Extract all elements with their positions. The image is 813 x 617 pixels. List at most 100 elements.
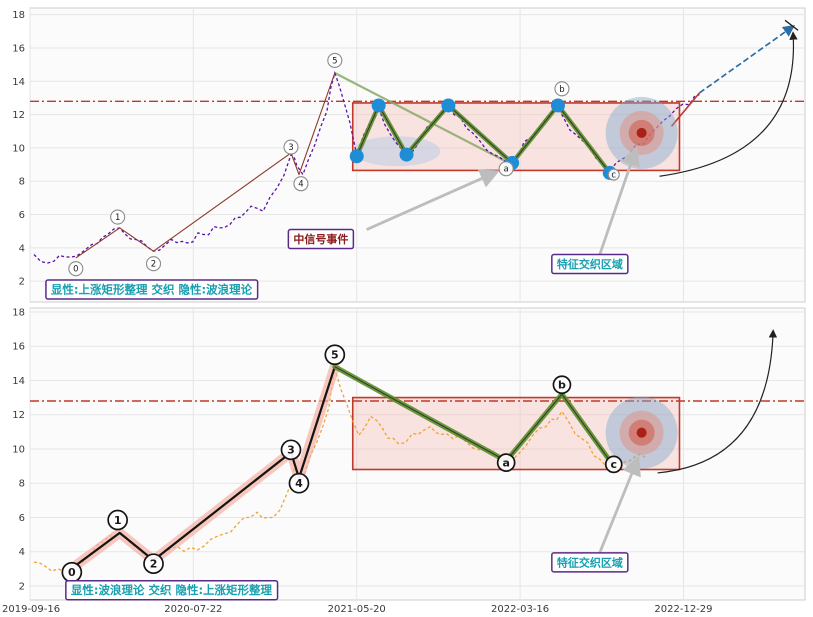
annotation-arrow: [598, 455, 641, 554]
wave-label-circle: [293, 176, 309, 192]
caption-label-text: 显性:波浪理论 交织 隐性:上涨矩形整理: [71, 583, 273, 597]
wave-label-circle: [143, 553, 164, 575]
y-tick-label: 4: [19, 547, 25, 558]
wave-label-circle: [604, 455, 623, 474]
wave-label-circle: [496, 453, 516, 472]
annotation-label-frame: [551, 552, 629, 573]
annotation-arrow: [598, 145, 640, 255]
vertex-dot: [550, 98, 565, 113]
annotation-arrow: [366, 169, 500, 231]
x-tick-label: 2019-09-16: [2, 604, 60, 615]
target-ring: [636, 427, 647, 438]
wave-label-text: a: [504, 165, 509, 175]
wave-label-text: 2: [151, 260, 156, 270]
breakout-tail-line: [670, 92, 701, 127]
wave-label-circle: [280, 439, 302, 461]
wave-label-text: c: [611, 171, 616, 181]
y-tick-label: 12: [12, 410, 25, 421]
y-tick-label: 2: [19, 277, 25, 288]
grid: [29, 8, 805, 302]
wave-label-text: 3: [287, 444, 295, 457]
x-axis-labels: 2019-09-16 2020-07-22 2021-05-20 2022-03-16…: [2, 604, 713, 615]
x-tick-label: 2022-12-29: [654, 604, 712, 615]
panel-explicit-rectangle-hidden-wave: 24681012141618012345abc中信号事件特征交织区域显性:上涨矩…: [12, 7, 806, 303]
x-tick-label: 2020-07-22: [164, 604, 222, 615]
caption-label-frame: [45, 279, 259, 300]
wave-label-text: 0: [73, 265, 78, 275]
wave-label-text: 1: [115, 213, 120, 223]
wave-label-text: 5: [331, 349, 339, 362]
y-tick-label: 18: [12, 10, 25, 21]
annotation-label: 特征交织区域: [551, 552, 629, 573]
wave-label-circle: [145, 256, 162, 272]
wave-label-circle: [498, 161, 514, 177]
panel-background: [29, 7, 806, 303]
y-tick-label: 6: [19, 210, 25, 221]
y-tick-label: 2: [19, 581, 25, 592]
wave-label-circle: [68, 261, 84, 277]
descending-trend-line: [334, 72, 513, 166]
wave-label-circle: [324, 344, 346, 366]
feature-intersection-target: [605, 396, 678, 469]
wave-label-text: 4: [295, 477, 303, 490]
wave-label-text: 1: [114, 514, 122, 527]
forecast-arrow: [698, 24, 795, 94]
y-tick-label: 10: [12, 143, 25, 154]
wave-label-circle: [552, 375, 572, 395]
forecast-tip-mark: [784, 19, 799, 31]
caption-label-text: 显性:上涨矩形整理 交织 隐性:波浪理论: [51, 283, 253, 297]
x-tick-label: 2021-05-20: [328, 604, 386, 615]
y-tick-label: 18: [12, 307, 25, 318]
wave-label-text: 3: [288, 143, 293, 153]
wave-label-text: b: [559, 85, 564, 95]
wave-label-text: 5: [332, 56, 337, 66]
wave-label-text: c: [610, 458, 617, 471]
y-tick-label: 14: [12, 77, 25, 88]
x-tick-label: 2022-03-16: [491, 604, 549, 615]
annotation-label-frame: [287, 228, 355, 250]
y-tick-label: 10: [12, 444, 25, 455]
wave-label-circle: [607, 168, 620, 181]
y-tick-label: 16: [12, 43, 25, 54]
wave-label-text: 4: [298, 180, 303, 190]
feature-intersection-target: [605, 96, 678, 169]
vertex-dot: [399, 147, 414, 162]
impulse-wave-line: [75, 72, 336, 259]
caption-label: 显性:波浪理论 交织 隐性:上涨矩形整理: [65, 579, 279, 601]
target-ring: [636, 127, 647, 138]
wave-label-text: b: [558, 379, 566, 392]
y-tick-label: 16: [12, 342, 25, 353]
caption-label-frame: [65, 579, 279, 601]
vertex-dot: [349, 149, 364, 164]
vertex-dot: [371, 98, 386, 113]
wave-label-circle: [283, 139, 299, 155]
projection-curve-arrow: [659, 31, 798, 177]
caption-label: 显性:上涨矩形整理 交织 隐性:波浪理论: [45, 279, 259, 300]
y-tick-label: 12: [12, 110, 25, 121]
y-tick-label: 8: [19, 479, 25, 490]
y-tick-label: 4: [19, 243, 25, 254]
wave-label-circle: [107, 509, 129, 531]
wave-label-text: 0: [68, 566, 76, 579]
annotation-label-frame: [551, 253, 629, 275]
annotation-label: 特征交织区域: [551, 253, 629, 275]
y-tick-label: 6: [19, 513, 25, 524]
impulse-wave-line: [75, 366, 336, 567]
annotation-label-text: 特征交织区域: [557, 555, 623, 569]
wave-label-text: a: [502, 456, 509, 469]
annotation-label-text: 特征交织区域: [557, 257, 623, 271]
wave-label-circle: [288, 472, 310, 494]
wave-label-circle: [327, 52, 343, 69]
price-series-line: [33, 70, 700, 264]
wave-label-circle: [110, 209, 126, 225]
annotation-label-text: 中信号事件: [293, 232, 348, 246]
y-tick-label: 8: [19, 177, 25, 188]
wave-label-text: 2: [150, 557, 158, 570]
wave-label-circle: [554, 81, 570, 97]
annotation-label: 中信号事件: [287, 228, 355, 250]
y-tick-label: 14: [12, 376, 25, 387]
projection-curve-arrow: [657, 329, 778, 474]
